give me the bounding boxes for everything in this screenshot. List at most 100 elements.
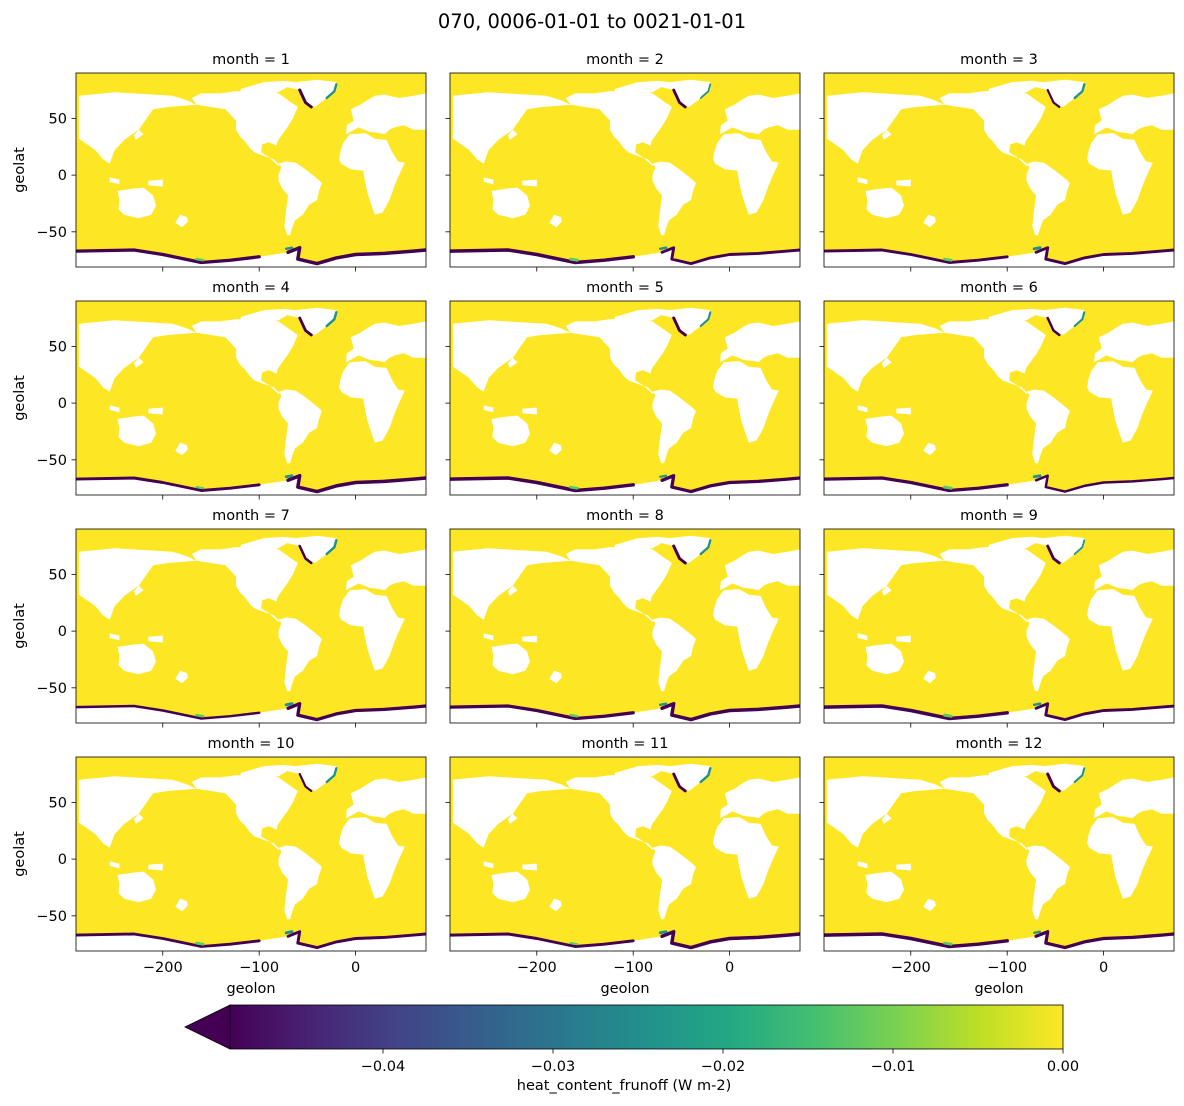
land-mask (133, 357, 144, 368)
runoff-band (699, 539, 712, 556)
land-mask (522, 635, 537, 643)
runoff-band (658, 702, 668, 707)
panel-map (824, 73, 1174, 267)
land-mask (549, 214, 562, 228)
runoff-band (672, 316, 687, 337)
runoff-band (824, 704, 1009, 721)
panel-title: month = 12 (956, 736, 1043, 752)
land-mask (191, 319, 298, 394)
land-mask (865, 187, 904, 219)
panel-month-11: month = 11 −200 −100 0 geolon (445, 736, 801, 997)
land-mask (78, 776, 197, 848)
runoff-band (76, 704, 261, 720)
land-mask (881, 357, 892, 368)
panel-title: month = 1 (212, 52, 290, 68)
runoff-band (450, 704, 635, 721)
land-mask (339, 361, 405, 443)
figure-title: 070, 0006-01-01 to 0021-01-01 (438, 10, 746, 33)
land-mask (857, 405, 868, 413)
land-mask (826, 776, 945, 848)
x-tick-label: 0 (725, 960, 734, 976)
land-mask (450, 475, 800, 495)
land-mask (452, 92, 571, 164)
panel-title: month = 11 (582, 736, 669, 752)
colorbar-tick-label: 0.00 (1047, 1059, 1079, 1075)
runoff-band (1046, 316, 1061, 337)
panel-frame (75, 72, 427, 268)
panel-month-10: month = 10 −50 0 50 −200 −100 0 geolat geolon (12, 736, 427, 997)
land-mask (175, 670, 188, 684)
land-mask (1033, 79, 1085, 107)
land-mask (987, 308, 1044, 324)
panel-frame (75, 528, 427, 724)
land-mask (1087, 589, 1153, 671)
colorbar-tick-label: −0.04 (361, 1059, 405, 1075)
panel-month-4: month = 4 −50 0 50 geolat (12, 280, 427, 500)
land-mask (652, 389, 696, 464)
land-mask (491, 871, 530, 903)
land-mask (278, 617, 322, 692)
panel-map (76, 301, 426, 495)
land-mask (491, 187, 530, 219)
land-mask (109, 177, 120, 185)
land-mask (549, 442, 562, 456)
x-tick-label: −100 (987, 960, 1027, 976)
land-mask (285, 307, 337, 335)
y-tick-label: 0 (58, 852, 67, 868)
land-mask (923, 670, 936, 684)
land-mask (76, 475, 426, 495)
panel-month-2: month = 2 (445, 52, 801, 272)
land-mask (824, 703, 1174, 723)
runoff-band (658, 246, 668, 251)
panel-title: month = 8 (586, 508, 664, 524)
runoff-band (195, 257, 205, 262)
land-mask (713, 133, 779, 215)
runoff-band (569, 713, 579, 718)
runoff-band (1034, 246, 1174, 266)
land-mask (896, 179, 911, 187)
land-mask (507, 813, 518, 824)
land-mask (507, 585, 518, 596)
land-mask (452, 320, 571, 392)
panel-frame (449, 300, 801, 496)
runoff-band (658, 930, 668, 935)
land-mask (652, 617, 696, 692)
land-mask (346, 549, 426, 591)
land-mask (339, 133, 405, 215)
runoff-band (450, 248, 635, 265)
runoff-band (1034, 702, 1174, 722)
land-mask (239, 764, 296, 780)
land-mask (987, 764, 1044, 780)
x-tick-label: −200 (891, 960, 931, 976)
land-mask (881, 129, 892, 140)
panel-frame (75, 756, 427, 952)
land-mask (939, 775, 1046, 850)
runoff-band (1034, 930, 1174, 950)
land-mask (522, 179, 537, 187)
panel-month-6: month = 6 (819, 280, 1175, 500)
panel-title: month = 7 (212, 508, 290, 524)
runoff-band (699, 311, 712, 328)
x-tick-label: −100 (239, 960, 279, 976)
x-tick-label: −100 (613, 960, 653, 976)
land-mask (175, 214, 188, 228)
x-tick-label: 0 (1099, 960, 1108, 976)
land-mask (613, 764, 670, 780)
land-mask (483, 633, 494, 641)
runoff-band (1032, 702, 1042, 707)
runoff-band (1032, 246, 1042, 251)
land-mask (720, 321, 800, 363)
runoff-band (699, 767, 712, 784)
land-mask (117, 643, 156, 675)
runoff-band (298, 316, 313, 337)
land-mask (239, 80, 296, 96)
runoff-band (1073, 767, 1086, 784)
y-axis-label: geolat (12, 831, 28, 877)
land-mask (285, 535, 337, 563)
colorbar-extend-min (184, 1004, 231, 1050)
land-mask (1026, 845, 1070, 920)
runoff-band (286, 702, 426, 722)
land-mask (659, 535, 711, 563)
land-mask (339, 817, 405, 899)
land-mask (1094, 777, 1174, 819)
